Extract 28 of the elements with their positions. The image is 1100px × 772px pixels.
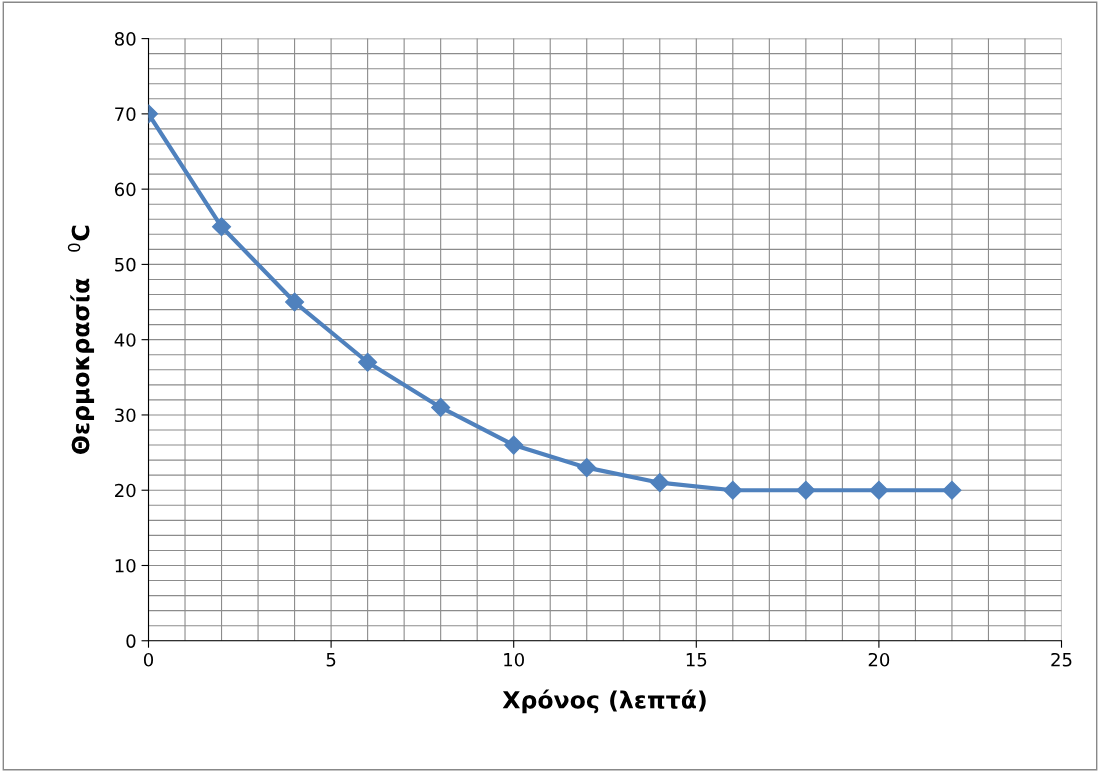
x-tick-label: 15 [686, 653, 707, 667]
point [723, 480, 743, 500]
point [212, 217, 232, 237]
x-axis-title: Χρόνος (λεπτά) [502, 689, 706, 714]
point [431, 397, 451, 417]
x-tick-label: 25 [1051, 652, 1072, 667]
y-tick-label: 0 [126, 634, 136, 648]
y-tick-label: 10 [115, 558, 136, 573]
y-axis-title: Θερμοκρασία $^{0}$C [67, 225, 95, 454]
point [869, 480, 889, 500]
y-tick-label: 60 [114, 182, 136, 197]
x-tick-label: 10 [504, 652, 524, 667]
y-tick-label: 50 [115, 257, 136, 272]
x-tick-label: 20 [868, 652, 890, 667]
point [358, 352, 378, 372]
x-tick-label: 5 [326, 653, 336, 667]
point [577, 458, 597, 478]
y-tick-label: 80 [114, 32, 136, 46]
point [650, 473, 670, 493]
point [285, 292, 305, 312]
point [796, 480, 816, 500]
y-tick-label: 40 [114, 333, 136, 347]
point [504, 435, 524, 455]
y-tick-label: 70 [115, 107, 136, 121]
y-tick-label: 20 [115, 483, 136, 498]
y-tick-label: 30 [115, 408, 136, 423]
x-tick-label: 0 [143, 652, 154, 667]
point [942, 480, 962, 500]
